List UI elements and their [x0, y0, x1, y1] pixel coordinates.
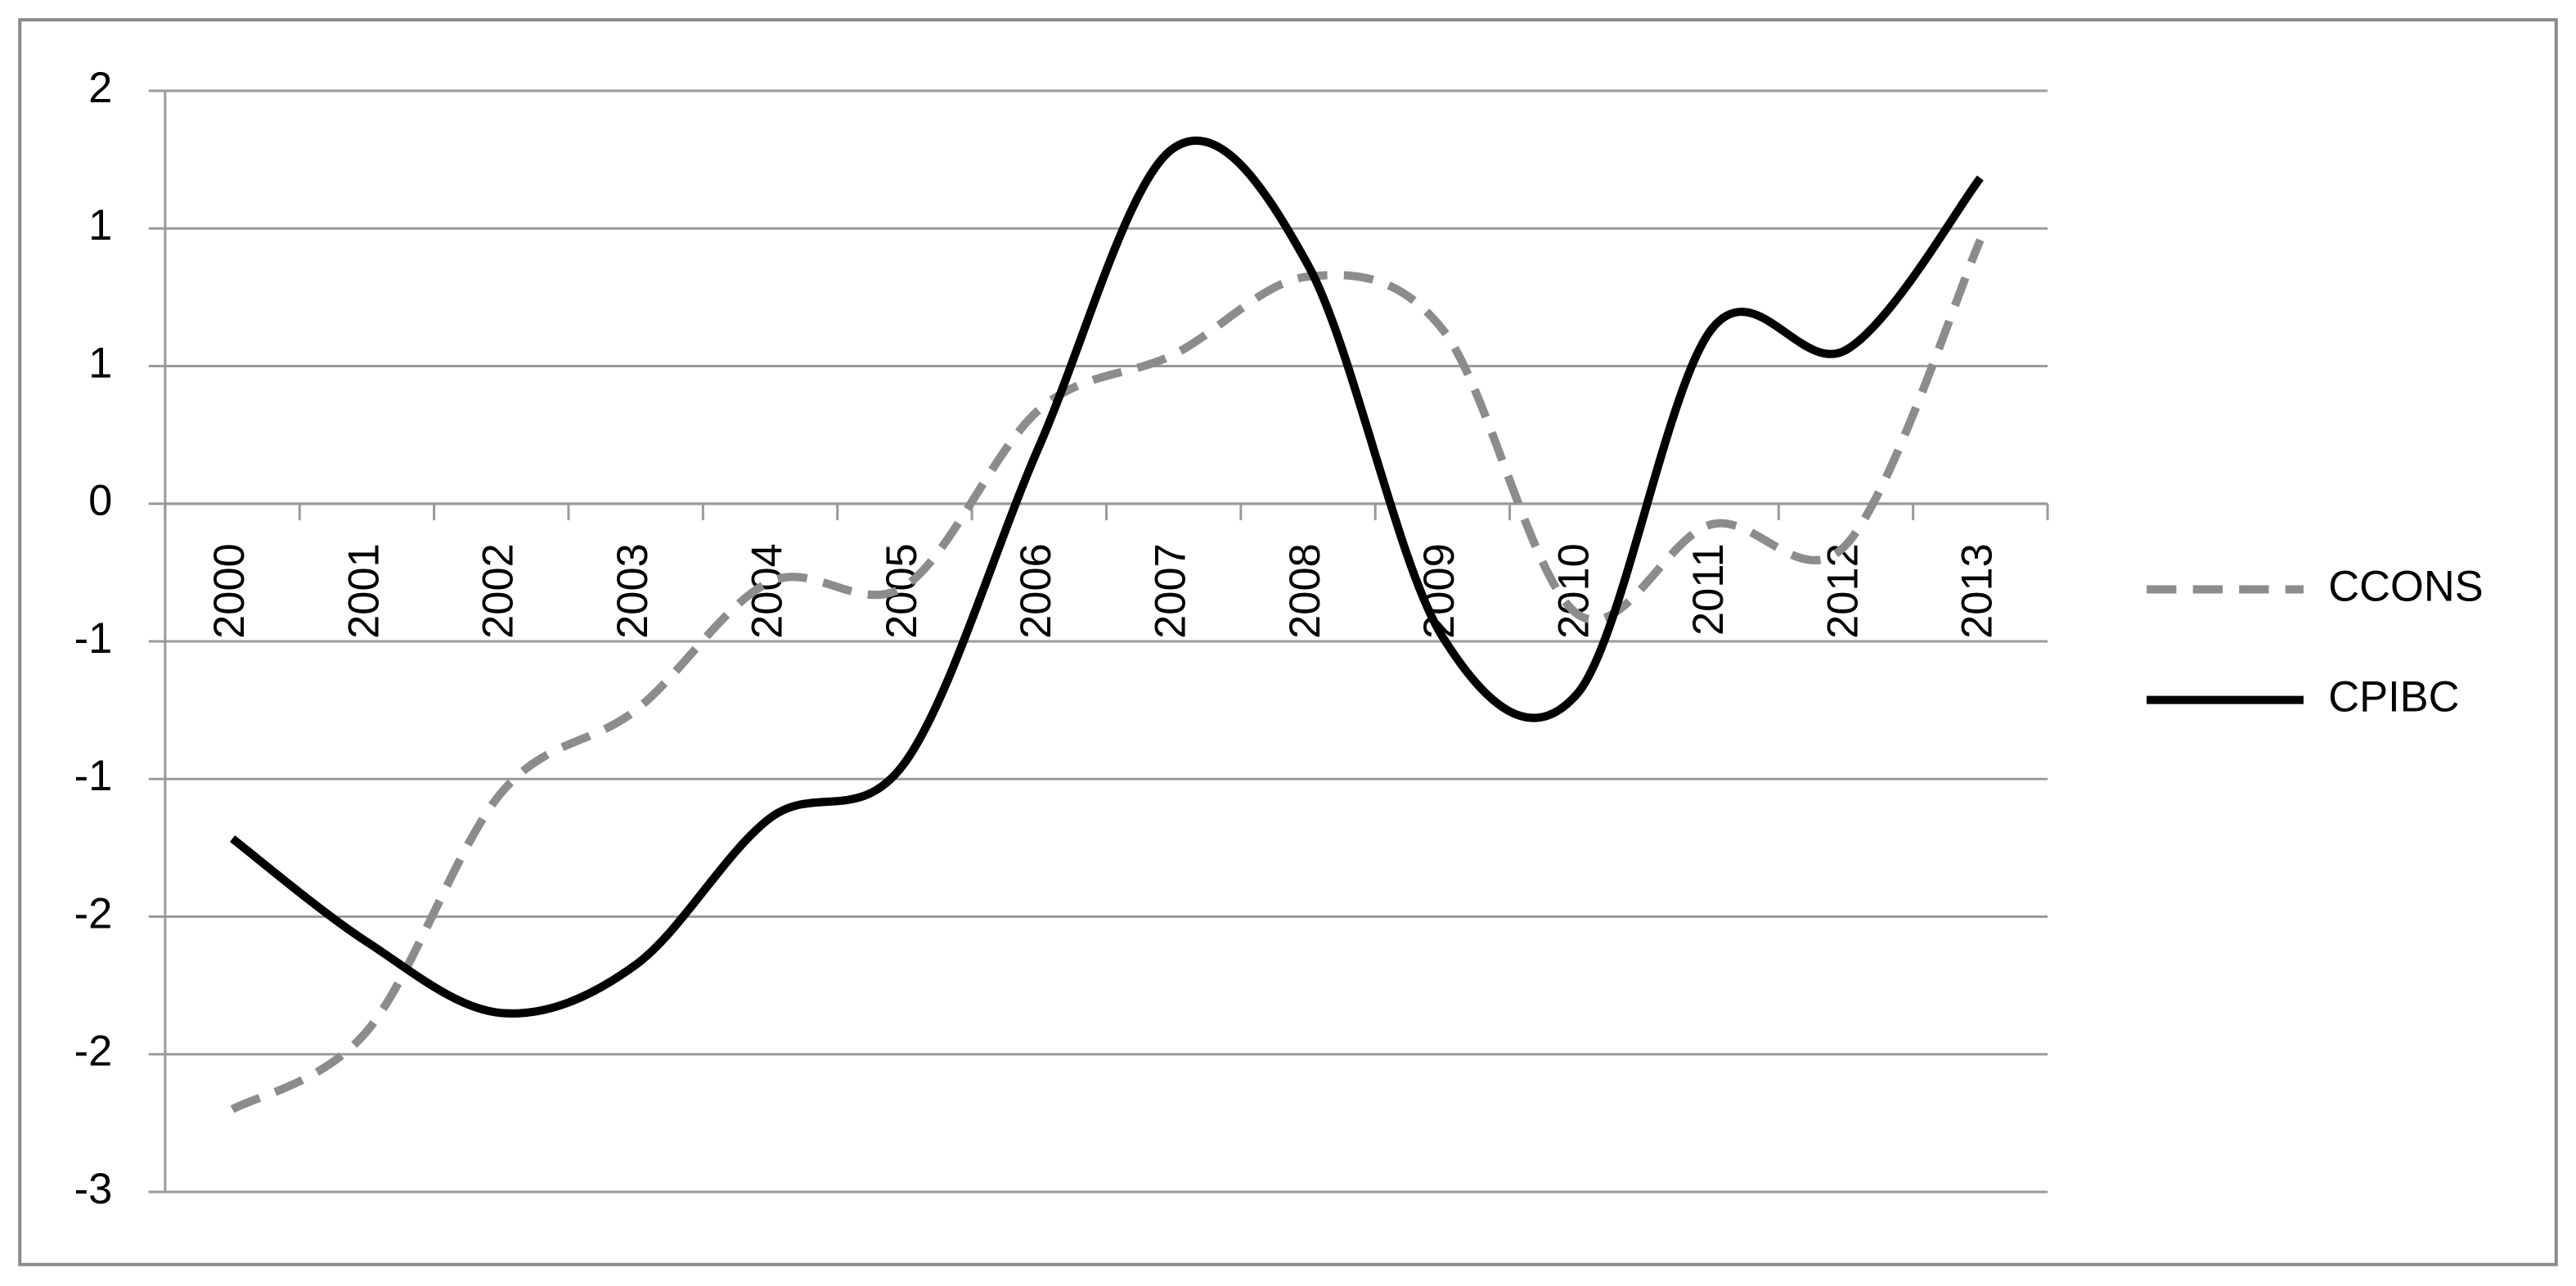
y-tick-label: -2 — [74, 1028, 113, 1076]
x-tick-label: 2013 — [1954, 543, 2002, 639]
x-tick-label: 2007 — [1147, 543, 1194, 639]
x-tick-label: 2003 — [609, 543, 657, 639]
series-line — [229, 136, 1984, 1018]
x-tick-label: 2006 — [1013, 543, 1060, 639]
y-tick-label: -2 — [74, 890, 113, 938]
y-tick-label: 1 — [88, 202, 112, 250]
x-tick-label: 2011 — [1685, 543, 1733, 636]
y-tick-label: -1 — [74, 753, 113, 800]
x-tick-label: 2010 — [1551, 543, 1598, 639]
y-tick-label: -1 — [74, 615, 113, 663]
x-tick-label: 2001 — [340, 543, 388, 639]
x-tick-label: 2012 — [1819, 543, 1867, 639]
y-tick-label: -3 — [74, 1166, 113, 1213]
x-tick-label: 2008 — [1282, 543, 1329, 639]
series-line — [230, 238, 1985, 1113]
y-tick-label: 0 — [88, 478, 112, 525]
legend-label: CCONS — [2328, 563, 2484, 610]
x-tick-label: 2002 — [475, 543, 523, 639]
y-tick-label: 1 — [88, 339, 112, 387]
y-tick-label: 2 — [88, 65, 112, 112]
legend-label: CPIBC — [2328, 673, 2459, 721]
x-tick-label: 2000 — [206, 543, 254, 639]
